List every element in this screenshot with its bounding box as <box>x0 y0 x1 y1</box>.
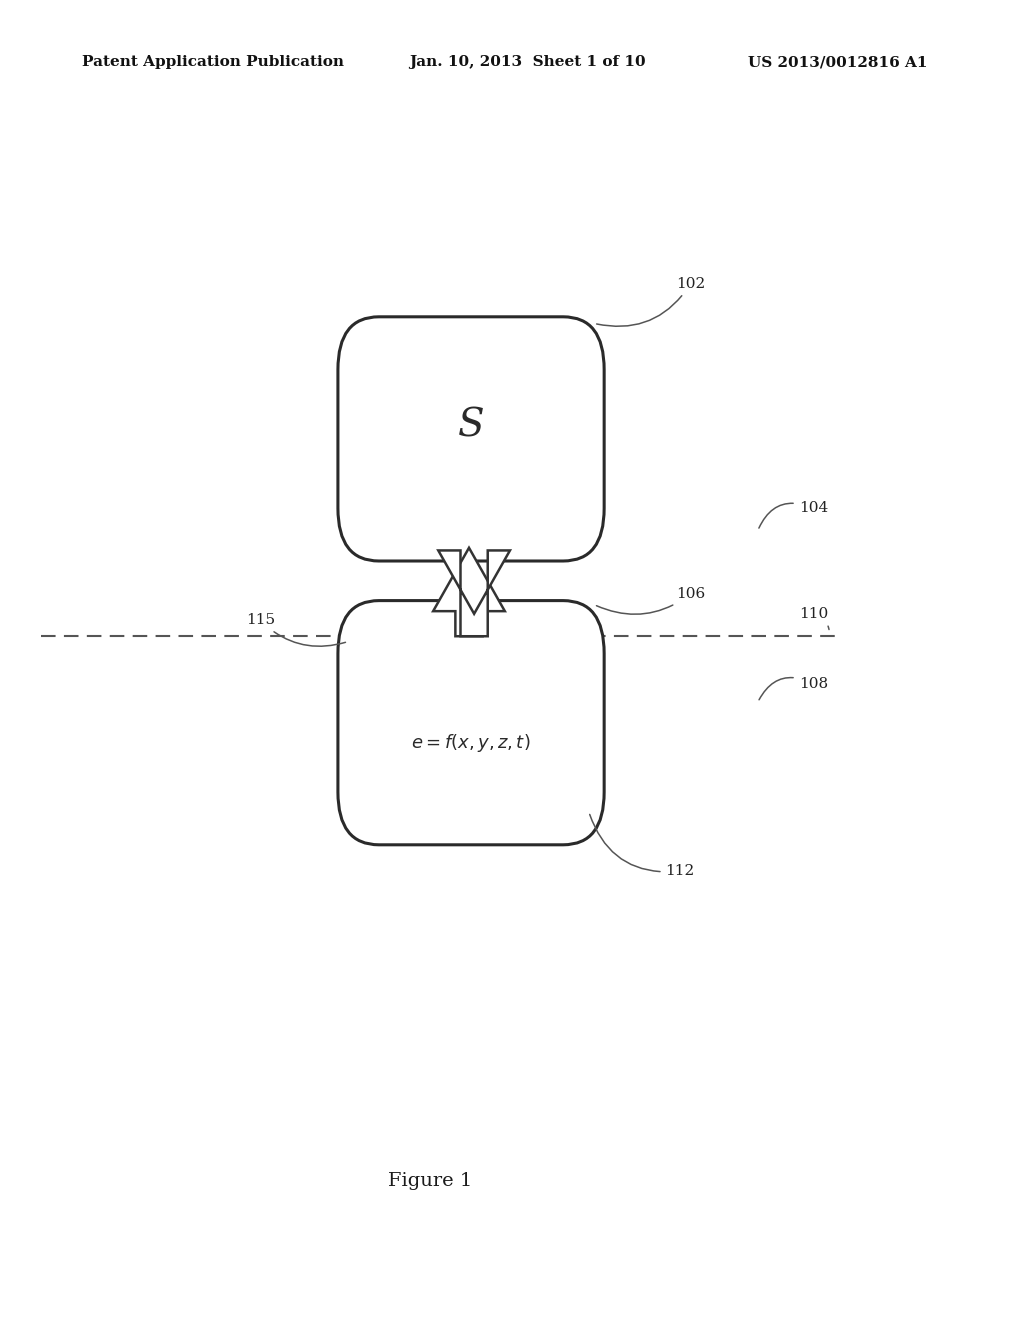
Text: S: S <box>458 407 484 445</box>
Text: $e = f(x,y,z,t)$: $e = f(x,y,z,t)$ <box>412 731 530 754</box>
Text: 112: 112 <box>590 814 695 878</box>
Text: 108: 108 <box>759 677 827 700</box>
Polygon shape <box>438 550 510 636</box>
Text: Patent Application Publication: Patent Application Publication <box>82 55 344 70</box>
FancyBboxPatch shape <box>338 317 604 561</box>
Polygon shape <box>433 548 505 636</box>
Text: 104: 104 <box>759 502 828 528</box>
Text: 115: 115 <box>246 614 345 647</box>
Text: US 2013/0012816 A1: US 2013/0012816 A1 <box>748 55 927 70</box>
FancyBboxPatch shape <box>338 601 604 845</box>
Text: 102: 102 <box>597 277 706 326</box>
Text: 110: 110 <box>799 607 829 630</box>
Text: 106: 106 <box>596 587 706 614</box>
Text: Figure 1: Figure 1 <box>388 1172 472 1191</box>
Text: Jan. 10, 2013  Sheet 1 of 10: Jan. 10, 2013 Sheet 1 of 10 <box>410 55 646 70</box>
